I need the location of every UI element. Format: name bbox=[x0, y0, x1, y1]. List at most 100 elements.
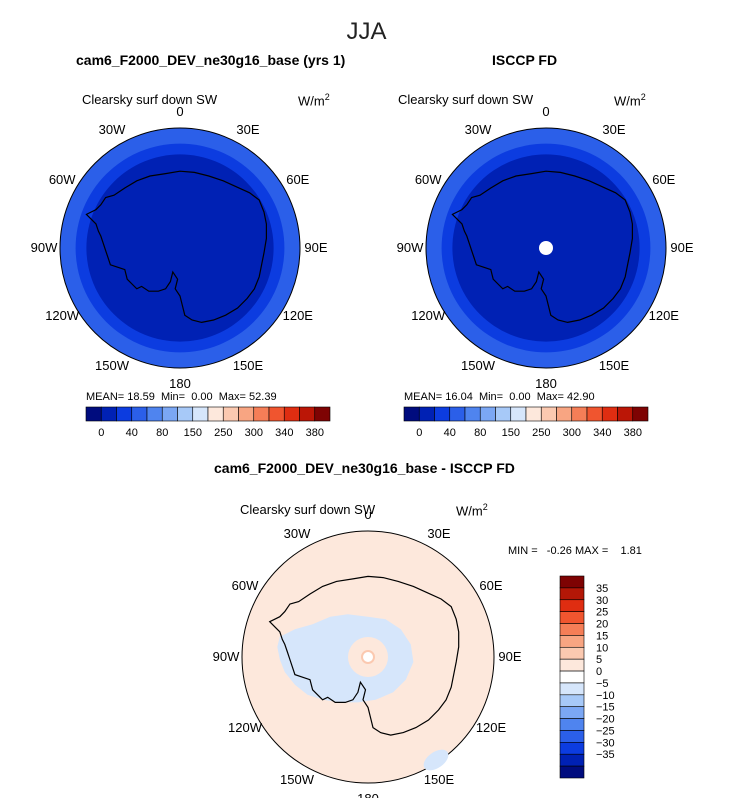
map1-lon-label: 90E bbox=[670, 240, 693, 255]
stats-diff: MIN = -0.26 MAX = 1.81 bbox=[508, 545, 642, 557]
colorbar-tick-label: 80 bbox=[474, 427, 486, 439]
panel-title-diff: cam6_F2000_DEV_ne30g16_base - ISCCP FD bbox=[214, 460, 515, 476]
colorbar-swatch bbox=[131, 406, 148, 422]
colorbar-swatch bbox=[299, 406, 316, 422]
colorbar-swatch bbox=[559, 682, 585, 696]
map2-lon-label: 0 bbox=[364, 512, 371, 522]
colorbar-model: 0 40 80 150 250 300 340 380 bbox=[85, 406, 331, 439]
colorbar-swatch bbox=[85, 406, 102, 422]
map2-lon-label: 120W bbox=[228, 720, 263, 735]
polar-map-diff: 0 30E 60E 90E 120E 150E 180 150W 120W 90W 60W 30W bbox=[213, 512, 522, 798]
colorbar-obs: 0 40 80 150 250 300 340 380 bbox=[403, 406, 649, 439]
map1-lon-label: 30E bbox=[602, 122, 625, 137]
colorbar-swatch bbox=[192, 406, 209, 422]
map1-lon-label: 120W bbox=[411, 308, 446, 323]
colorbar-swatch bbox=[403, 406, 420, 422]
coastline bbox=[85, 170, 267, 324]
colorbar-swatch bbox=[268, 406, 285, 422]
colorbar-swatch bbox=[601, 406, 618, 422]
missing-data-pole bbox=[539, 241, 553, 255]
variable-label-obs: Clearsky surf down SW bbox=[398, 92, 534, 107]
variable-label-model: Clearsky surf down SW bbox=[82, 92, 218, 107]
colorbar-tick-label: 25 bbox=[596, 607, 608, 619]
colorbar-tick-label: 300 bbox=[563, 427, 581, 439]
colorbar-swatch bbox=[222, 406, 239, 422]
map2-lon-label: 180 bbox=[357, 791, 379, 798]
map0-lon-label: 60E bbox=[286, 172, 309, 187]
stats-obs: MEAN= 16.04 Min= 0.00 Max= 42.90 bbox=[404, 391, 595, 403]
map2-lon-label: 90W bbox=[213, 649, 240, 664]
colorbar-swatch bbox=[253, 406, 270, 422]
colorbar-swatch bbox=[559, 765, 585, 779]
stats-model: MEAN= 18.59 Min= 0.00 Max= 52.39 bbox=[86, 391, 277, 403]
colorbar-swatch bbox=[559, 670, 585, 684]
season-title: JJA bbox=[346, 18, 387, 45]
colorbar-swatch bbox=[525, 406, 542, 422]
coastline bbox=[451, 170, 633, 324]
colorbar-swatch bbox=[100, 406, 117, 422]
colorbar-swatch bbox=[559, 658, 585, 672]
colorbar-swatch bbox=[146, 406, 163, 422]
colorbar-tick-label: −5 bbox=[596, 678, 609, 690]
colorbar-swatch bbox=[586, 406, 603, 422]
field-inner-band bbox=[86, 154, 274, 342]
colorbar-swatch bbox=[207, 406, 224, 422]
map0-lon-label: 150E bbox=[233, 358, 264, 373]
colorbar-swatch bbox=[559, 694, 585, 707]
colorbar-swatch bbox=[238, 406, 255, 422]
colorbar-swatch bbox=[434, 406, 451, 422]
colorbar-swatch bbox=[464, 406, 481, 422]
map1-lon-label: 30W bbox=[465, 122, 492, 137]
units-label-obs: W/m2 bbox=[614, 92, 646, 109]
map2-lon-label: 120E bbox=[476, 720, 507, 735]
colorbar-tick-label: 340 bbox=[593, 427, 611, 439]
map2-lon-label: 60E bbox=[479, 578, 502, 593]
colorbar-tick-label: −30 bbox=[596, 737, 615, 749]
diff-negative-region bbox=[277, 614, 414, 703]
colorbar-swatch bbox=[314, 406, 331, 422]
map1-lon-label: 60E bbox=[652, 172, 675, 187]
colorbar-tick-label: 380 bbox=[624, 427, 642, 439]
colorbar-tick-label: −25 bbox=[596, 726, 615, 738]
colorbar-swatch bbox=[556, 406, 573, 422]
colorbar-tick-label: 30 bbox=[596, 595, 608, 607]
map0-lon-label: 120E bbox=[283, 308, 314, 323]
colorbar-tick-label: 80 bbox=[156, 427, 168, 439]
colorbar-swatch bbox=[617, 406, 634, 422]
map2-lon-label: 30E bbox=[427, 526, 450, 541]
map2-lon-label: 90E bbox=[498, 649, 521, 664]
map1-lon-label: 120E bbox=[649, 308, 680, 323]
colorbar-tick-label: 40 bbox=[444, 427, 456, 439]
colorbar-swatch bbox=[559, 718, 585, 731]
map0-lon-label: 180 bbox=[169, 376, 191, 391]
units-label-model: W/m2 bbox=[298, 92, 330, 109]
colorbar-tick-label: 15 bbox=[596, 630, 608, 642]
colorbar-tick-label: 250 bbox=[214, 427, 232, 439]
colorbar-swatch bbox=[559, 575, 585, 589]
colorbar-swatch bbox=[559, 646, 585, 660]
colorbar-tick-label: 250 bbox=[532, 427, 550, 439]
colorbar-tick-label: 0 bbox=[596, 666, 602, 678]
map0-lon-label: 60W bbox=[49, 172, 76, 187]
colorbar-swatch bbox=[559, 599, 585, 612]
map0-lon-label: 0 bbox=[176, 104, 183, 119]
colorbar-swatch bbox=[283, 406, 300, 422]
colorbar-tick-label: 380 bbox=[306, 427, 324, 439]
colorbar-tick-label: 150 bbox=[502, 427, 520, 439]
map1-lon-label: 180 bbox=[535, 376, 557, 391]
colorbar-tick-label: −20 bbox=[596, 714, 615, 726]
polar-map-obs: 0 30E 60E 90E 120E 150E 180 150W 120W 90W 60W 30W bbox=[397, 104, 694, 391]
colorbar-swatch bbox=[510, 406, 527, 422]
colorbar-swatch bbox=[540, 406, 557, 422]
colorbar-tick-label: 300 bbox=[245, 427, 263, 439]
colorbar-tick-label: 0 bbox=[98, 427, 104, 439]
colorbar-tick-label: 40 bbox=[126, 427, 138, 439]
map2-lon-label: 60W bbox=[232, 578, 259, 593]
map0-lon-label: 150W bbox=[95, 358, 130, 373]
colorbar-swatch bbox=[559, 730, 585, 743]
panel-title-model: cam6_F2000_DEV_ne30g16_base (yrs 1) bbox=[76, 52, 346, 68]
map2-lon-label: 30W bbox=[284, 526, 311, 541]
colorbar-swatch bbox=[495, 406, 512, 422]
colorbar-swatch bbox=[559, 611, 585, 624]
